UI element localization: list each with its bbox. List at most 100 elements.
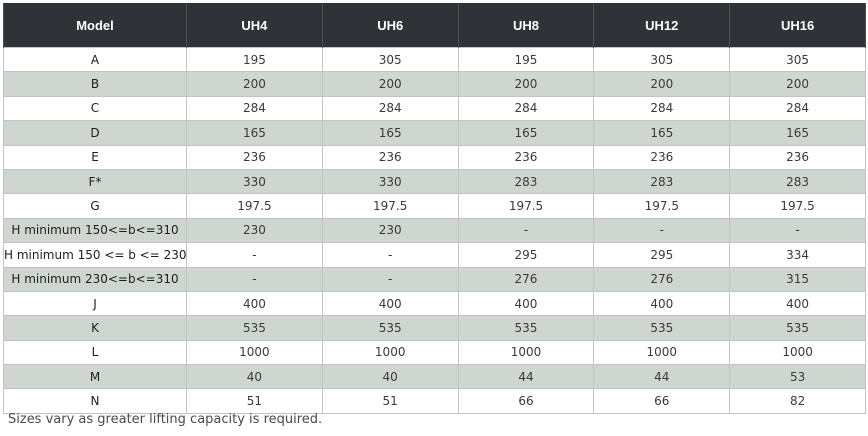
table-cell: 535 [321,315,459,341]
row-label: A [3,46,187,73]
row-label: N [3,388,187,414]
row-label: J [3,290,187,317]
table-cell: - [186,266,323,292]
table-row: H minimum 230<=b<=310- -276 276 315 [3,266,866,292]
header-uh8: UH8 [457,3,595,48]
table-row: A 195 305 195 305 305 [3,46,866,73]
table-cell: 195 [457,46,595,73]
table-cell: - [321,242,459,268]
table-cell: 535 [593,315,731,341]
table-cell: 1000 [321,339,459,366]
table-cell: 284 [321,95,459,122]
table-cell: 330 [186,168,323,195]
table-row: L 1000 1000 1000 1000 1000 [3,339,866,366]
table-cell: 197.5 [186,193,323,219]
row-label: C [3,95,187,122]
table-cell: 44 [593,364,731,390]
header-uh16: UH16 [729,3,866,48]
table-cell: 197.5 [457,193,595,219]
table-row: J 400 400 400 400 400 [3,290,866,317]
table-cell: 284 [457,95,595,122]
table-cell: 305 [729,46,866,73]
table-cell: 236 [321,144,459,170]
table-cell: 276 [593,266,731,292]
table-cell: 44 [457,364,595,390]
row-label: F* [3,168,187,195]
table-cell: 284 [186,95,323,122]
table-cell: 400 [593,290,731,317]
row-label: B [3,71,187,97]
table-cell: 276 [457,266,595,292]
table-cell: 51 [186,388,323,414]
table-cell: 197.5 [321,193,459,219]
table-cell: 284 [729,95,866,122]
table-cell: 40 [321,364,459,390]
table-cell: 400 [457,290,595,317]
table-row: B 200 200 200 200 200 [3,71,866,97]
table-cell: 400 [186,290,323,317]
table-row: K 535 535 535 535 535 [3,315,866,341]
row-label: G [3,193,187,219]
table-cell: 200 [186,71,323,97]
table-cell: 535 [186,315,323,341]
header-row: Model UH4 UH6 UH8 UH12 UH16 [3,3,866,48]
table-cell: 230 [321,217,459,244]
table-cell: 66 [457,388,595,414]
table-cell: 330 [321,168,459,195]
table-row: C 284 284 284 284 284 [3,95,866,122]
footnote: Sizes vary as greater lifting capacity i… [8,412,323,427]
table-cell: 1000 [186,339,323,366]
header-uh6: UH6 [321,3,459,48]
dimension-table: Model UH4 UH6 UH8 UH12 UH16 A 195 305 195 30… [3,3,866,414]
table-cell: 400 [729,290,866,317]
row-label: H minimum 150<=b<=310 [3,217,187,244]
table-cell: 165 [729,120,866,146]
table-cell: 51 [321,388,459,414]
table-cell: 200 [729,71,866,97]
table-cell: - [457,217,595,244]
header-model: Model [3,3,187,48]
table-cell: 200 [321,71,459,97]
table-cell: 236 [186,144,323,170]
row-label: K [3,315,187,341]
table-cell: 295 [457,242,595,268]
table-row: N 51 51 66 66 82 [3,388,866,414]
table-row: D 165 165 165 165 165 [3,120,866,146]
row-label: H minimum 150 <= b <= 230 [3,242,187,268]
table-cell: 165 [593,120,731,146]
table-cell: 66 [593,388,731,414]
table-cell: 82 [729,388,866,414]
table-row: E 236 236 236 236 236 [3,144,866,170]
table-cell: 165 [186,120,323,146]
table-cell: 400 [321,290,459,317]
table-cell: 53 [729,364,866,390]
header-uh4: UH4 [186,3,323,48]
table-cell: 236 [593,144,731,170]
table-cell: 200 [457,71,595,97]
row-label: M [3,364,187,390]
table-cell: - [593,217,731,244]
table-cell: 165 [457,120,595,146]
table-cell: 1000 [729,339,866,366]
table-cell: 283 [457,168,595,195]
table-cell: 236 [729,144,866,170]
table-cell: 1000 [593,339,731,366]
table-cell: 305 [593,46,731,73]
table-row: F* 330 330 283 283 283 [3,168,866,195]
table-cell: 195 [186,46,323,73]
table-cell: 295 [593,242,731,268]
table-cell: 283 [729,168,866,195]
table-cell: 305 [321,46,459,73]
header-uh12: UH12 [593,3,731,48]
table-row: H minimum 150<=b<=310 230 230- - - [3,217,866,244]
table-cell: 40 [186,364,323,390]
row-label: D [3,120,187,146]
table-cell: 535 [457,315,595,341]
table-cell: 535 [729,315,866,341]
row-label: L [3,339,187,366]
table-cell: 200 [593,71,731,97]
table-cell: 165 [321,120,459,146]
table-cell: - [729,217,866,244]
table-row: M 40 40 44 44 53 [3,364,866,390]
